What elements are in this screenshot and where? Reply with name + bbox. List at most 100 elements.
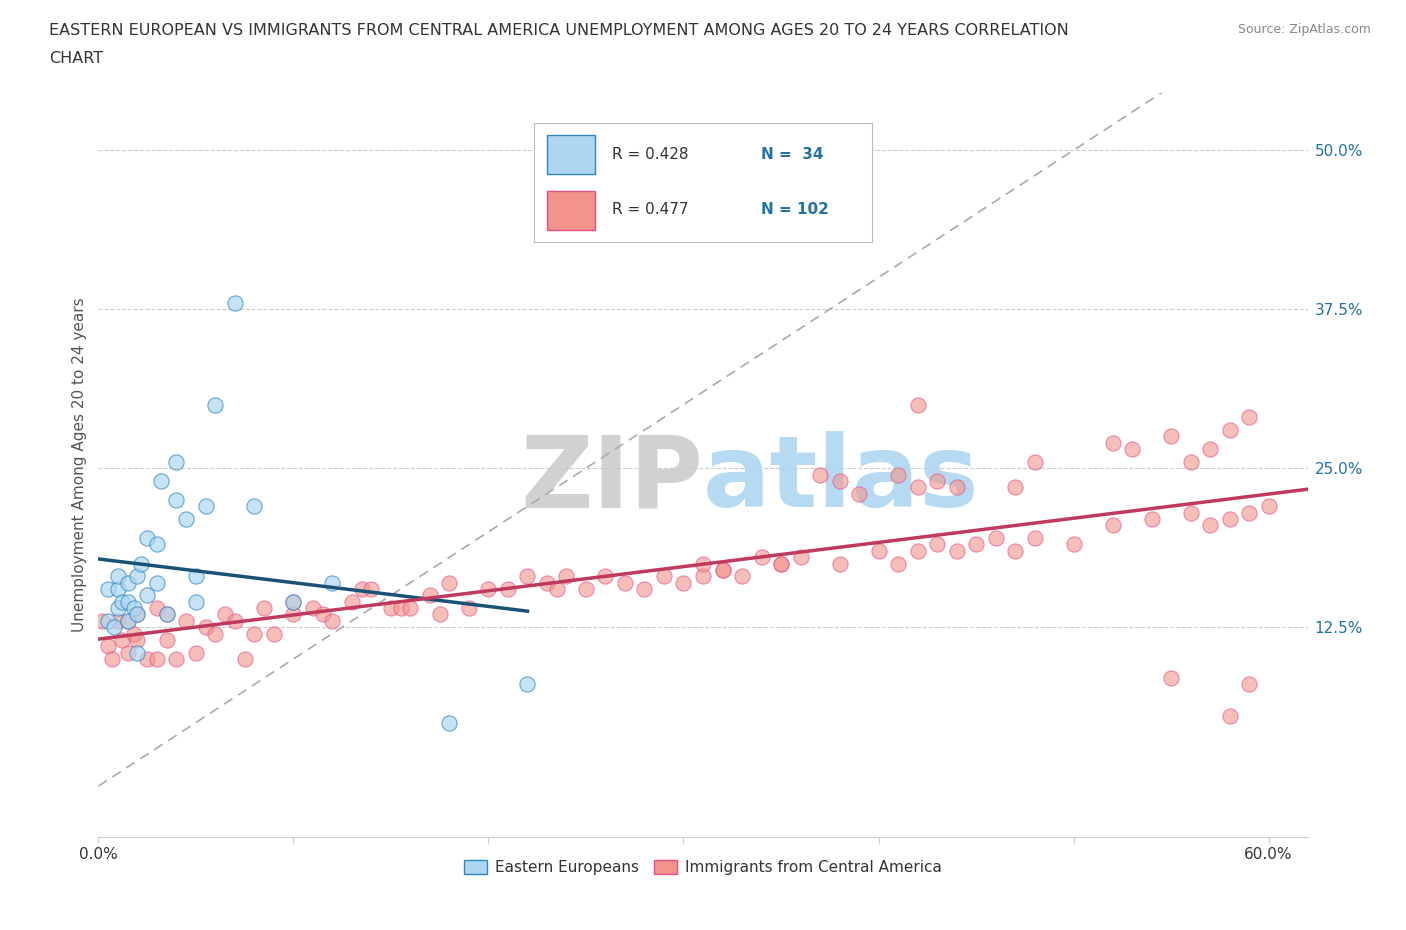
Point — [312, 607, 335, 622]
Point — [1140, 512, 1163, 526]
Point — [614, 575, 637, 590]
Point — [868, 543, 890, 558]
Point — [984, 531, 1007, 546]
Point — [516, 677, 538, 692]
Point — [1101, 518, 1123, 533]
Point — [711, 563, 734, 578]
Point — [1257, 498, 1279, 513]
Point — [243, 498, 266, 513]
Point — [945, 543, 967, 558]
Point — [399, 601, 422, 616]
Point — [1180, 455, 1202, 470]
Point — [731, 569, 754, 584]
Point — [97, 639, 120, 654]
Text: EASTERN EUROPEAN VS IMMIGRANTS FROM CENTRAL AMERICA UNEMPLOYMENT AMONG AGES 20 T: EASTERN EUROPEAN VS IMMIGRANTS FROM CENT… — [49, 23, 1069, 38]
Point — [127, 607, 149, 622]
Point — [350, 581, 373, 596]
Point — [1160, 671, 1182, 685]
Point — [496, 581, 519, 596]
Point — [1219, 709, 1241, 724]
Point — [165, 493, 187, 508]
Point — [97, 581, 120, 596]
Point — [887, 467, 910, 482]
Point — [828, 473, 851, 488]
Point — [925, 537, 948, 551]
Y-axis label: Unemployment Among Ages 20 to 24 years: Unemployment Among Ages 20 to 24 years — [72, 298, 87, 632]
Point — [204, 397, 226, 412]
Point — [117, 614, 139, 629]
Point — [233, 652, 256, 667]
Point — [184, 645, 207, 660]
Point — [136, 588, 159, 603]
Point — [429, 607, 451, 622]
Point — [1199, 518, 1222, 533]
Point — [458, 601, 481, 616]
Point — [127, 569, 149, 584]
Point — [156, 632, 179, 647]
Point — [91, 614, 114, 629]
Point — [692, 556, 714, 571]
Point — [633, 581, 655, 596]
Point — [360, 581, 382, 596]
Point — [672, 575, 695, 590]
Point — [117, 645, 139, 660]
Point — [117, 594, 139, 609]
Point — [1160, 429, 1182, 444]
Point — [224, 614, 246, 629]
Point — [419, 588, 441, 603]
Point — [477, 581, 499, 596]
Point — [1101, 435, 1123, 450]
Point — [340, 594, 363, 609]
Point — [555, 569, 578, 584]
Point — [516, 569, 538, 584]
Point — [1237, 677, 1260, 692]
Point — [117, 575, 139, 590]
Point — [925, 473, 948, 488]
Point — [769, 556, 792, 571]
Point — [965, 537, 987, 551]
Point — [1121, 442, 1143, 457]
Point — [692, 569, 714, 584]
Point — [751, 550, 773, 565]
Point — [907, 397, 929, 412]
Point — [136, 652, 159, 667]
Point — [117, 614, 139, 629]
Point — [107, 569, 129, 584]
Point — [253, 601, 276, 616]
Point — [321, 575, 343, 590]
Point — [848, 486, 870, 501]
Point — [204, 626, 226, 641]
Point — [107, 601, 129, 616]
Point — [575, 581, 598, 596]
Point — [652, 569, 675, 584]
Point — [828, 556, 851, 571]
Point — [127, 607, 149, 622]
Point — [1180, 505, 1202, 520]
Text: ZIP: ZIP — [520, 432, 703, 528]
Point — [1199, 442, 1222, 457]
Point — [224, 296, 246, 311]
Point — [122, 626, 145, 641]
Text: atlas: atlas — [703, 432, 980, 528]
Point — [439, 715, 461, 730]
Point — [536, 575, 558, 590]
Point — [945, 480, 967, 495]
Point — [165, 652, 187, 667]
Point — [887, 556, 910, 571]
Point — [1219, 512, 1241, 526]
Point — [769, 556, 792, 571]
Point — [1237, 410, 1260, 425]
Point — [808, 467, 831, 482]
Point — [146, 652, 169, 667]
Point — [111, 594, 134, 609]
Point — [127, 632, 149, 647]
Point — [174, 512, 197, 526]
Point — [131, 556, 153, 571]
Point — [127, 645, 149, 660]
Point — [146, 575, 169, 590]
Point — [194, 619, 217, 634]
Point — [1004, 480, 1026, 495]
Point — [146, 601, 169, 616]
Point — [907, 543, 929, 558]
Point — [1237, 505, 1260, 520]
